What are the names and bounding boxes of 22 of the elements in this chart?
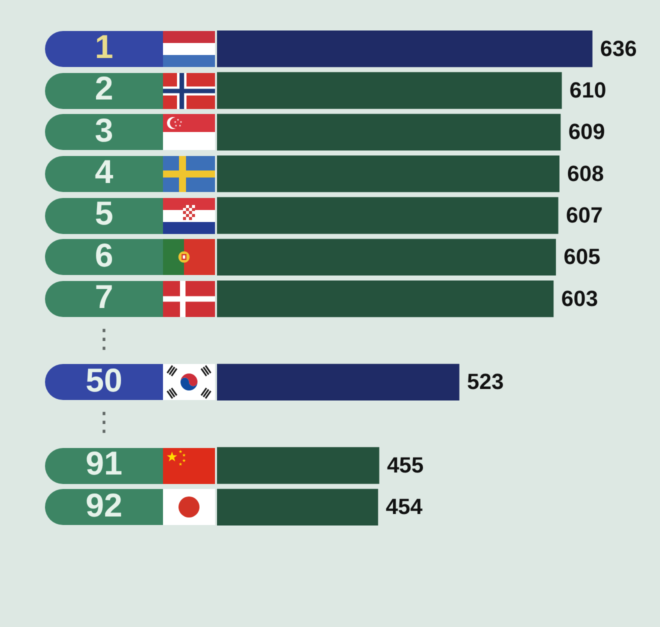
data-label: 607 bbox=[566, 202, 603, 228]
data-label: 636 bbox=[600, 36, 637, 61]
y-tick-label: 4 bbox=[94, 152, 114, 190]
y-tick-label: ⋮ bbox=[91, 408, 117, 438]
y-tick-label: 91 bbox=[86, 444, 122, 482]
y-tick-label: 5 bbox=[94, 194, 114, 232]
data-label: 454 bbox=[386, 494, 424, 520]
y-tick-label: 50 bbox=[86, 361, 122, 398]
data-label: 608 bbox=[567, 160, 604, 186]
data-label: 523 bbox=[467, 369, 504, 394]
y-tick-label: 92 bbox=[86, 486, 122, 524]
data-label: 610 bbox=[570, 78, 606, 103]
data-label: 603 bbox=[561, 286, 598, 311]
y-tick-label: 6 bbox=[94, 236, 114, 274]
data-label: 605 bbox=[564, 244, 600, 270]
y-tick-label: 2 bbox=[94, 70, 114, 107]
y-tick-label: 3 bbox=[94, 111, 114, 148]
data-label: 455 bbox=[386, 452, 424, 478]
y-tick-label: ⋮ bbox=[91, 324, 117, 354]
y-tick-label: 1 bbox=[94, 28, 114, 65]
data-label: 609 bbox=[568, 119, 606, 144]
y-tick-label: 7 bbox=[94, 278, 114, 315]
